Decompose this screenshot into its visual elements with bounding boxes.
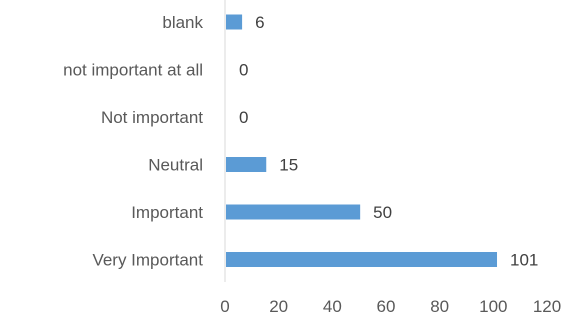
x-tick-label: 120 [533,297,561,316]
category-label: Not important [101,108,203,127]
data-label: 15 [279,156,298,175]
category-labels: blank not important at all Not important Ne… [63,13,203,270]
category-label: Important [131,203,203,222]
data-label: 6 [255,13,264,32]
x-tick-label: 0 [220,297,229,316]
category-label: Very Important [92,251,203,270]
bar [226,157,267,172]
x-tick-label: 80 [430,297,449,316]
category-label: Neutral [148,156,203,175]
data-label: 101 [510,251,538,270]
category-label: blank [162,13,203,32]
x-tick-label: 20 [269,297,288,316]
category-label: not important at all [63,61,203,80]
data-label: 0 [239,61,248,80]
data-labels: 6 0 0 15 50 101 [239,13,538,270]
x-tick-label: 100 [479,297,507,316]
x-tick-label: 40 [323,297,342,316]
x-tick-labels: 0 20 40 60 80 100 120 [220,297,561,316]
data-label: 50 [373,203,392,222]
bar [226,204,361,220]
bar [226,14,243,30]
bar [226,252,498,267]
data-label: 0 [239,108,248,127]
x-tick-label: 60 [377,297,396,316]
bars [226,14,498,267]
